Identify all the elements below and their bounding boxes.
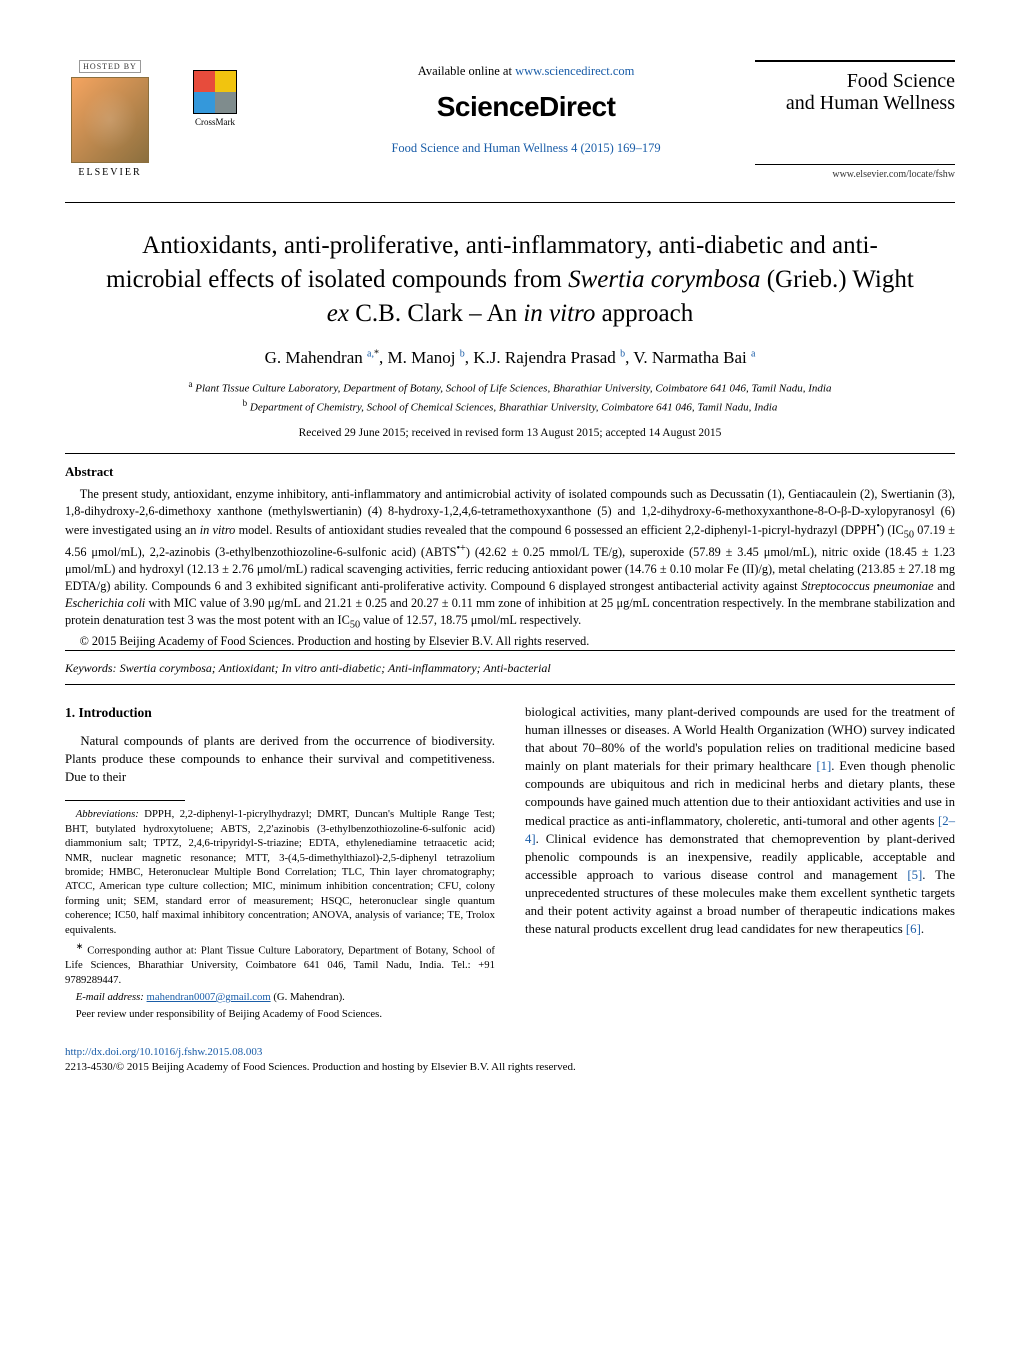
journal-rule	[755, 164, 955, 165]
citation-line[interactable]: Food Science and Human Wellness 4 (2015)…	[317, 141, 735, 156]
journal-header: HOSTED BY ELSEVIER CrossMark Available o…	[65, 60, 955, 180]
citation-link[interactable]: [6]	[906, 922, 921, 936]
affil-a: a Plant Tissue Culture Laboratory, Depar…	[65, 378, 955, 397]
keywords-text: Swertia corymbosa; Antioxidant; In vitro…	[117, 661, 551, 675]
journal-url[interactable]: www.elsevier.com/locate/fshw	[755, 169, 955, 180]
email-label: E-mail address:	[76, 991, 144, 1003]
keywords-label: Keywords:	[65, 661, 117, 675]
abstract-heading: Abstract	[65, 464, 955, 480]
journal-name: Food Science and Human Wellness	[755, 70, 955, 114]
email-link[interactable]: mahendran0007@gmail.com	[147, 991, 271, 1003]
journal-name-line1: Food Science	[847, 70, 955, 92]
hosted-by-label: HOSTED BY	[79, 60, 141, 73]
email-suffix: (G. Mahendran).	[271, 991, 345, 1003]
issn-copyright-line: 2213-4530/© 2015 Beijing Academy of Food…	[65, 1061, 955, 1073]
citation-link[interactable]: [2–4]	[525, 814, 955, 846]
intro-para-right: biological activities, many plant-derive…	[525, 703, 955, 939]
header-center: Available online at www.sciencedirect.co…	[317, 60, 735, 156]
elsevier-tree-icon	[71, 77, 149, 163]
copyright-line: © 2015 Beijing Academy of Food Sciences.…	[65, 633, 955, 650]
header-left: HOSTED BY ELSEVIER CrossMark	[65, 60, 297, 178]
keywords-line: Keywords: Swertia corymbosa; Antioxidant…	[65, 661, 955, 676]
available-online-line: Available online at www.sciencedirect.co…	[317, 64, 735, 79]
abbrev-label: Abbreviations:	[76, 808, 139, 820]
footnotes-block: Abbreviations: DPPH, 2,2-diphenyl-1-picr…	[65, 807, 495, 1022]
crossmark-icon	[193, 70, 237, 114]
footnote-separator	[65, 800, 185, 801]
affiliations: a Plant Tissue Culture Laboratory, Depar…	[65, 378, 955, 416]
article-dates: Received 29 June 2015; received in revis…	[65, 427, 955, 439]
journal-name-line2: and Human Wellness	[786, 92, 955, 114]
article-title: Antioxidants, anti-proliferative, anti-i…	[105, 229, 915, 330]
elsevier-block: HOSTED BY ELSEVIER	[65, 60, 155, 178]
doi-block: http://dx.doi.org/10.1016/j.fshw.2015.08…	[65, 1046, 955, 1073]
sciencedirect-url[interactable]: www.sciencedirect.com	[515, 64, 634, 78]
abstract-block: The present study, antioxidant, enzyme i…	[65, 486, 955, 650]
top-rule	[65, 202, 955, 203]
section-1-heading: 1. Introduction	[65, 703, 495, 722]
abstract-text: The present study, antioxidant, enzyme i…	[65, 486, 955, 633]
author-list: G. Mahendran a,*, M. Manoj b, K.J. Rajen…	[65, 348, 955, 368]
email-footnote: E-mail address: mahendran0007@gmail.com …	[65, 990, 495, 1004]
peer-review-footnote: Peer review under responsibility of Beij…	[65, 1007, 495, 1021]
affil-b: b Department of Chemistry, School of Che…	[65, 397, 955, 416]
header-right: Food Science and Human Wellness www.else…	[755, 60, 955, 180]
abbreviations-footnote: Abbreviations: DPPH, 2,2-diphenyl-1-picr…	[65, 807, 495, 937]
crossmark-block[interactable]: CrossMark	[185, 70, 245, 127]
abstract-top-rule	[65, 453, 955, 454]
abbrev-text: DPPH, 2,2-diphenyl-1-picrylhydrazyl; DMR…	[65, 808, 495, 936]
crossmark-label: CrossMark	[195, 117, 235, 127]
corr-text: Corresponding author at: Plant Tissue Cu…	[65, 945, 495, 986]
sciencedirect-logo: ScienceDirect	[317, 91, 735, 123]
keywords-top-rule	[65, 650, 955, 651]
affil-a-text: Plant Tissue Culture Laboratory, Departm…	[195, 383, 831, 395]
corresponding-footnote: ∗ Corresponding author at: Plant Tissue …	[65, 940, 495, 987]
doi-link[interactable]: http://dx.doi.org/10.1016/j.fshw.2015.08…	[65, 1046, 262, 1058]
intro-para-left: Natural compounds of plants are derived …	[65, 732, 495, 786]
available-prefix: Available online at	[418, 64, 515, 78]
elsevier-wordmark: ELSEVIER	[78, 167, 141, 178]
citation-link[interactable]: [1]	[816, 759, 831, 773]
keywords-bottom-rule	[65, 684, 955, 685]
citation-link[interactable]: [5]	[907, 868, 922, 882]
body-columns: 1. Introduction Natural compounds of pla…	[65, 703, 955, 1022]
affil-b-text: Department of Chemistry, School of Chemi…	[250, 402, 777, 414]
